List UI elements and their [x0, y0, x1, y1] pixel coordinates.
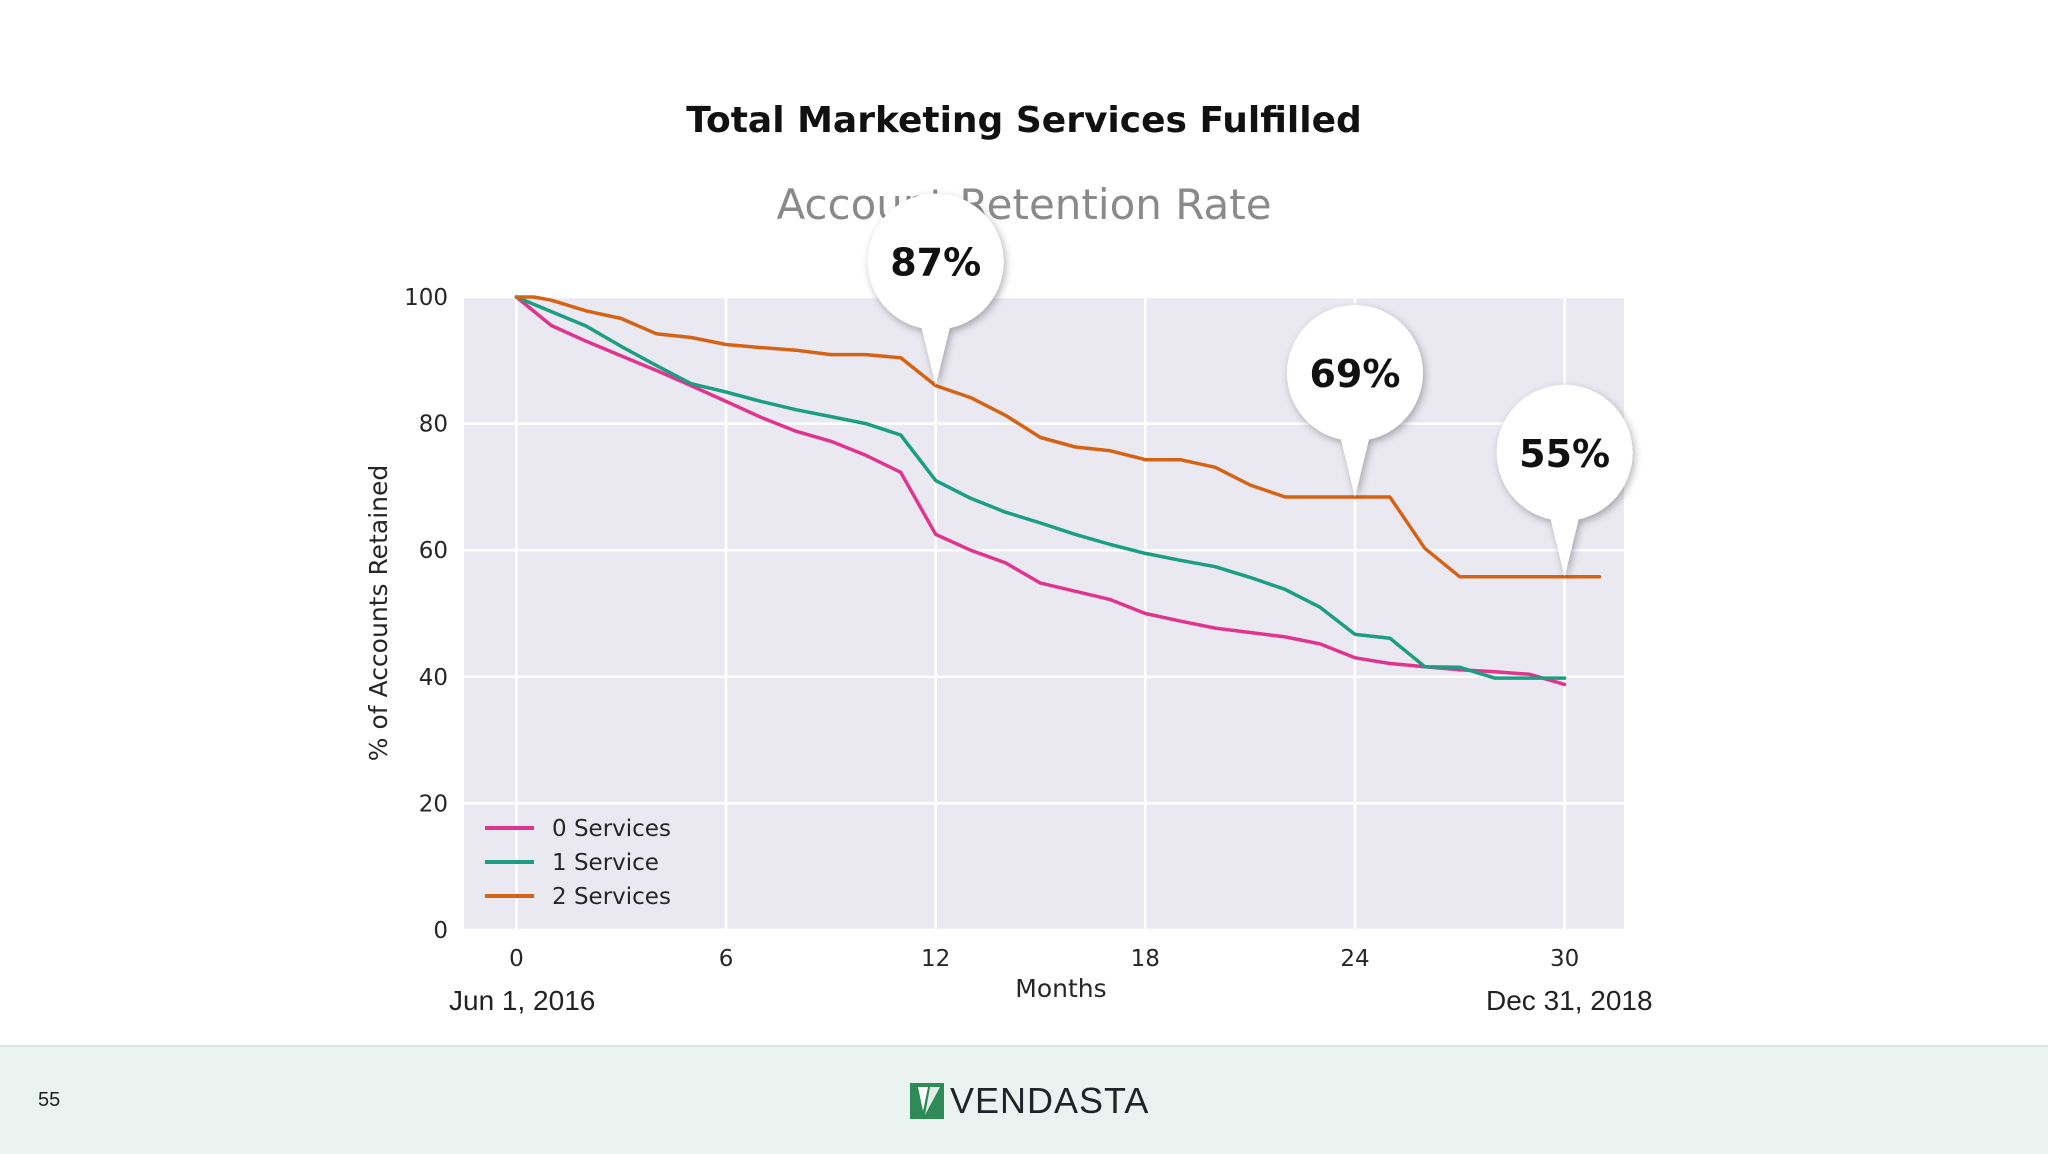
page-number: 55: [38, 1089, 61, 1111]
legend-label-2-services: 2 Services: [552, 884, 671, 910]
end-date-label: Dec 31, 2018: [1486, 985, 1653, 1016]
y-tick-label: 40: [419, 665, 448, 691]
x-tick-label: 24: [1340, 946, 1369, 972]
series-line-1-service: [514, 295, 1567, 680]
series-line-2-services: [514, 295, 1602, 579]
plot-background: [464, 297, 1624, 930]
callout-label: 55%: [1519, 432, 1610, 476]
x-tick-label: 30: [1550, 946, 1579, 972]
footer: 55 VENDASTA: [0, 1045, 2048, 1154]
legend-label-1-service: 1 Service: [552, 850, 659, 876]
callout-face: [868, 194, 1003, 329]
y-tick-label: 80: [419, 412, 448, 438]
x-axis-label: Months: [1015, 974, 1106, 1003]
series-line-0-services: [514, 295, 1567, 687]
retention-chart: 0 6 12 18 24 30 0 20 40 60 80 100 Months % of Account…: [364, 193, 1633, 1003]
vendasta-logo-icon: [910, 1083, 944, 1119]
x-tick-label: 12: [921, 946, 950, 972]
callout-pointer-face: [920, 315, 951, 385]
y-tick-label: 60: [419, 538, 448, 564]
callout-face: [1497, 385, 1632, 520]
y-tick-label: 100: [404, 285, 448, 311]
legend-label-0-services: 0 Services: [552, 816, 671, 842]
y-axis-label: % of Accounts Retained: [364, 465, 393, 761]
x-tick-label: 6: [719, 946, 734, 972]
callout-label: 87%: [890, 241, 981, 285]
callout-pointer-face: [1549, 506, 1580, 576]
callout-pointer-face: [1339, 427, 1370, 497]
slide-title: Total Marketing Services Fulfilled: [686, 100, 1362, 141]
callout-label: 69%: [1309, 352, 1400, 396]
logo-text: VENDASTA: [950, 1080, 1150, 1121]
chart-title: Account Retention Rate: [776, 180, 1272, 229]
x-tick-label: 18: [1131, 946, 1160, 972]
y-tick-label: 0: [433, 918, 448, 944]
start-date-label: Jun 1, 2016: [449, 985, 596, 1016]
vendasta-logo: VENDASTA: [910, 1080, 1150, 1121]
y-tick-label: 20: [419, 791, 448, 817]
callout-face: [1287, 306, 1422, 441]
x-tick-label: 0: [509, 946, 524, 972]
